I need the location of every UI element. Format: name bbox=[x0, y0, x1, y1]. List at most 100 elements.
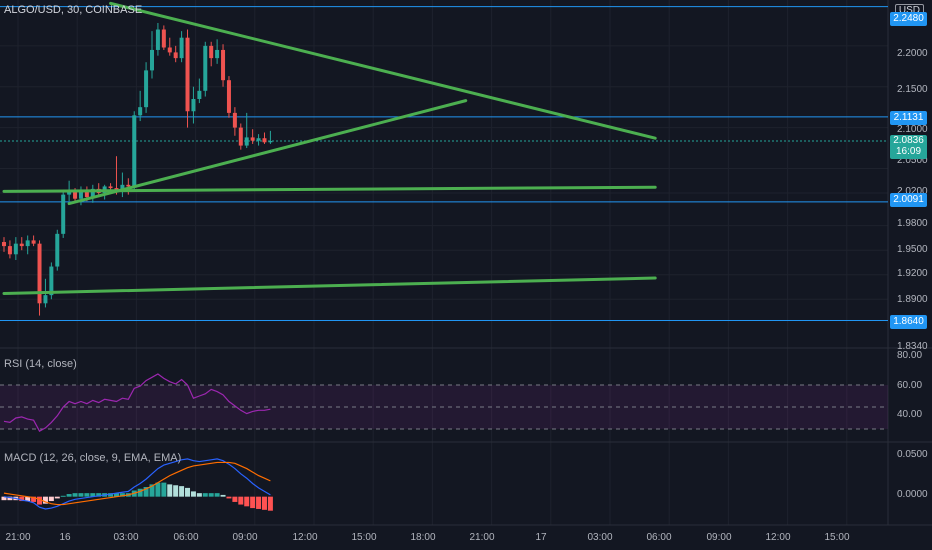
macd-tick: 0.0000 bbox=[897, 489, 928, 500]
rsi-line bbox=[3, 373, 271, 433]
price-tick: 2.1000 bbox=[897, 124, 928, 135]
macd-histogram-bar bbox=[214, 493, 220, 497]
macd-histogram-bar bbox=[113, 493, 119, 497]
macd-histogram-bar bbox=[60, 495, 66, 497]
trendlines[interactable] bbox=[2, 1, 657, 296]
time-tick: 09:00 bbox=[706, 532, 732, 543]
macd-histogram-bar bbox=[143, 487, 149, 497]
time-tick: 06:00 bbox=[646, 532, 672, 543]
macd-tick: 0.0500 bbox=[897, 449, 928, 460]
macd-histogram-bar bbox=[137, 488, 143, 497]
horizontal-levels[interactable] bbox=[0, 6, 888, 321]
macd-histogram-bar bbox=[256, 496, 262, 509]
signal-line bbox=[3, 461, 271, 506]
last-price-tag[interactable]: 2.0836 16:09 bbox=[890, 135, 927, 159]
candle-up bbox=[49, 266, 54, 296]
time-tick: 21:00 bbox=[5, 532, 31, 543]
time-tick: 15:00 bbox=[351, 532, 377, 543]
price-tick: 1.8340 bbox=[897, 341, 928, 352]
macd-histogram-bar bbox=[72, 493, 78, 497]
macd-histogram-bar bbox=[244, 496, 250, 507]
bar-countdown: 16:09 bbox=[895, 146, 922, 157]
candle-up bbox=[203, 45, 208, 91]
candle-down bbox=[232, 112, 237, 128]
candle-down bbox=[262, 138, 267, 143]
time-tick: 06:00 bbox=[173, 532, 199, 543]
price-tick: 1.9800 bbox=[897, 218, 928, 229]
candle-down bbox=[226, 80, 231, 113]
time-tick: 09:00 bbox=[232, 532, 258, 543]
macd-histogram-bar bbox=[220, 494, 226, 497]
time-tick: 12:00 bbox=[292, 532, 318, 543]
macd-histogram-bar bbox=[202, 493, 208, 497]
macd-histogram-bar bbox=[196, 493, 202, 497]
macd-histogram-bar bbox=[179, 486, 185, 497]
price-tick: 1.8900 bbox=[897, 294, 928, 305]
macd-title[interactable]: MACD (12, 26, close, 9, EMA, EMA) bbox=[4, 452, 182, 464]
candle-up bbox=[132, 115, 137, 187]
candle-down bbox=[238, 127, 243, 146]
macd-histogram-bar bbox=[167, 484, 173, 497]
candle-down bbox=[7, 246, 12, 255]
price-tag-top-level[interactable]: 2.2480 bbox=[890, 12, 927, 26]
trendline bbox=[2, 185, 657, 193]
price-tick: 1.9200 bbox=[897, 268, 928, 279]
macd-histogram-bar bbox=[31, 496, 37, 502]
candle-up bbox=[197, 90, 202, 99]
candle-down bbox=[167, 47, 172, 53]
candle-down bbox=[108, 186, 113, 189]
macd-histogram-bar bbox=[37, 496, 43, 505]
macd-histogram-bar bbox=[238, 496, 244, 505]
rsi-tick: 60.00 bbox=[897, 380, 923, 391]
candle-up bbox=[13, 243, 18, 255]
macd-histogram-bar bbox=[261, 496, 267, 510]
candles bbox=[2, 22, 273, 316]
macd-histogram-bar bbox=[48, 496, 54, 502]
candle-up bbox=[138, 107, 143, 116]
time-tick: 16 bbox=[59, 532, 71, 543]
candle-up bbox=[155, 29, 160, 50]
candle-up bbox=[55, 233, 60, 267]
candle-up bbox=[150, 49, 154, 71]
candle-down bbox=[2, 242, 6, 247]
macd-histogram-bar bbox=[267, 496, 273, 511]
price-tag-resistance[interactable]: 2.1131 bbox=[890, 111, 927, 125]
candle-down bbox=[161, 29, 166, 48]
macd-histogram-bar bbox=[108, 493, 114, 497]
macd-histogram-bar bbox=[161, 482, 167, 497]
time-tick: 18:00 bbox=[410, 532, 436, 543]
macd-histogram-bar bbox=[1, 496, 7, 501]
candle-up bbox=[61, 194, 66, 234]
rsi-title[interactable]: RSI (14, close) bbox=[4, 358, 77, 370]
trendline bbox=[109, 1, 657, 140]
candle-down bbox=[19, 243, 24, 247]
symbol-title[interactable]: ALGO/USD, 30, COINBASE bbox=[4, 4, 143, 16]
macd-histogram-bar bbox=[232, 496, 238, 502]
candle-up bbox=[179, 37, 184, 59]
macd-histogram-bar bbox=[208, 493, 214, 497]
candle-up bbox=[268, 141, 273, 143]
price-tag-support[interactable]: 2.0091 bbox=[890, 193, 927, 207]
candle-down bbox=[250, 137, 255, 141]
macd-histogram-bar bbox=[84, 493, 90, 497]
candle-down bbox=[73, 191, 78, 199]
macd-histogram-bar bbox=[96, 493, 102, 497]
price-tick: 1.9500 bbox=[897, 244, 928, 255]
time-tick: 12:00 bbox=[765, 532, 791, 543]
rsi-pane bbox=[0, 373, 888, 433]
macd-histogram-bar bbox=[42, 496, 48, 504]
candle-down bbox=[37, 243, 42, 304]
macd-histogram-bar bbox=[25, 496, 31, 502]
time-tick: 17 bbox=[535, 532, 547, 543]
macd-histogram-bar bbox=[119, 493, 125, 497]
macd-histogram-bar bbox=[185, 487, 191, 497]
price-tag-support-low[interactable]: 1.8640 bbox=[890, 315, 927, 329]
candle-up bbox=[67, 191, 72, 195]
macd-histogram-bar bbox=[90, 493, 96, 497]
candle-up bbox=[43, 295, 48, 304]
candle-down bbox=[173, 52, 178, 59]
candle-down bbox=[185, 37, 190, 112]
candle-down bbox=[31, 240, 36, 244]
last-price-value: 2.0836 bbox=[893, 135, 924, 146]
